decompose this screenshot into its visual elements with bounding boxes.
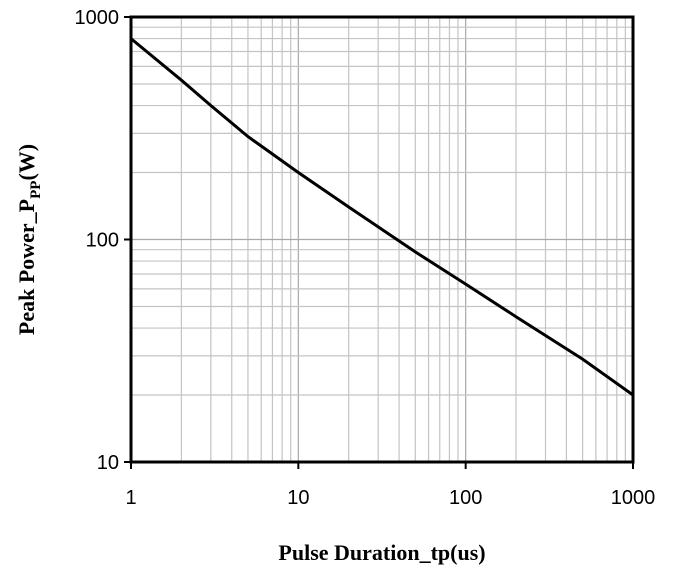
tick-marks	[124, 16, 634, 469]
y-tick-labels: 10 100 1000	[75, 7, 120, 474]
x-tick-labels: 1 10 100 1000	[125, 487, 655, 509]
y-tick-label: 100	[86, 230, 119, 252]
x-tick-label: 100	[449, 487, 482, 509]
grid	[131, 17, 633, 462]
y-tick-label: 1000	[75, 7, 120, 29]
x-axis-title: Pulse Duration_tp(us)	[278, 540, 485, 565]
x-tick-label: 10	[287, 487, 309, 509]
y-axis-title: Peak Power_PPP(W)	[14, 144, 44, 335]
y-axis-title-subscript: PP	[28, 181, 44, 199]
x-tick-label: 1	[125, 487, 136, 509]
y-axis-title-main: Peak Power_P	[14, 199, 39, 335]
series-line	[130, 37, 634, 397]
y-tick-label: 10	[97, 452, 119, 474]
x-tick-label: 1000	[611, 487, 656, 509]
y-axis-title-unit: (W)	[14, 144, 39, 181]
